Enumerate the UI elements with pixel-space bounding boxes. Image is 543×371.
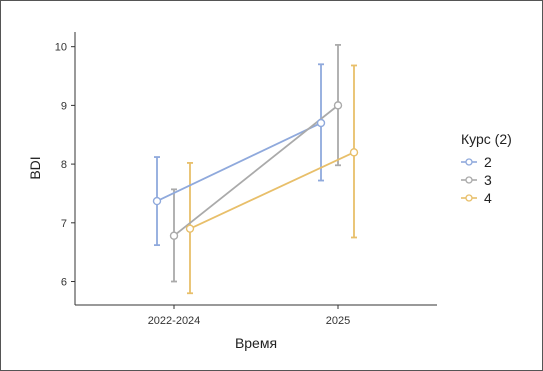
data-point-4 <box>185 224 195 233</box>
data-point-3 <box>169 231 179 240</box>
y-tick-label: 6 <box>61 277 67 289</box>
axes <box>74 32 437 306</box>
legend-title: Курс (2) <box>461 131 512 147</box>
legend-label-3: 3 <box>484 172 492 188</box>
x-axis-title: Время <box>235 335 277 351</box>
legend: Курс (2) 2 3 4 <box>461 131 512 206</box>
y-tick-label: 8 <box>61 159 67 171</box>
data-point-3 <box>333 101 343 110</box>
y-axis-title: BDI <box>27 156 43 179</box>
data-point-2 <box>152 196 162 206</box>
data-point-2 <box>316 118 326 128</box>
x-ticks: 2022-2024 2025 <box>148 305 350 327</box>
y-ticks: 6 7 8 9 10 <box>55 42 75 289</box>
legend-key-point <box>465 158 473 166</box>
y-tick-label: 7 <box>61 218 67 230</box>
legend-label-4: 4 <box>484 190 492 206</box>
y-tick-label: 10 <box>55 42 67 54</box>
x-tick-label: 2025 <box>326 315 350 327</box>
legend-label-2: 2 <box>484 154 492 170</box>
series-line-3 <box>173 104 339 237</box>
legend-key-point <box>465 194 473 202</box>
data-point-4 <box>349 148 359 157</box>
series-layer <box>152 44 359 295</box>
series-line-4 <box>189 151 355 230</box>
series-line-2 <box>156 122 322 202</box>
legend-items: 2 3 4 <box>461 154 492 206</box>
x-tick-label: 2022-2024 <box>148 315 201 327</box>
legend-key-point <box>465 176 473 184</box>
y-tick-label: 9 <box>61 100 67 112</box>
